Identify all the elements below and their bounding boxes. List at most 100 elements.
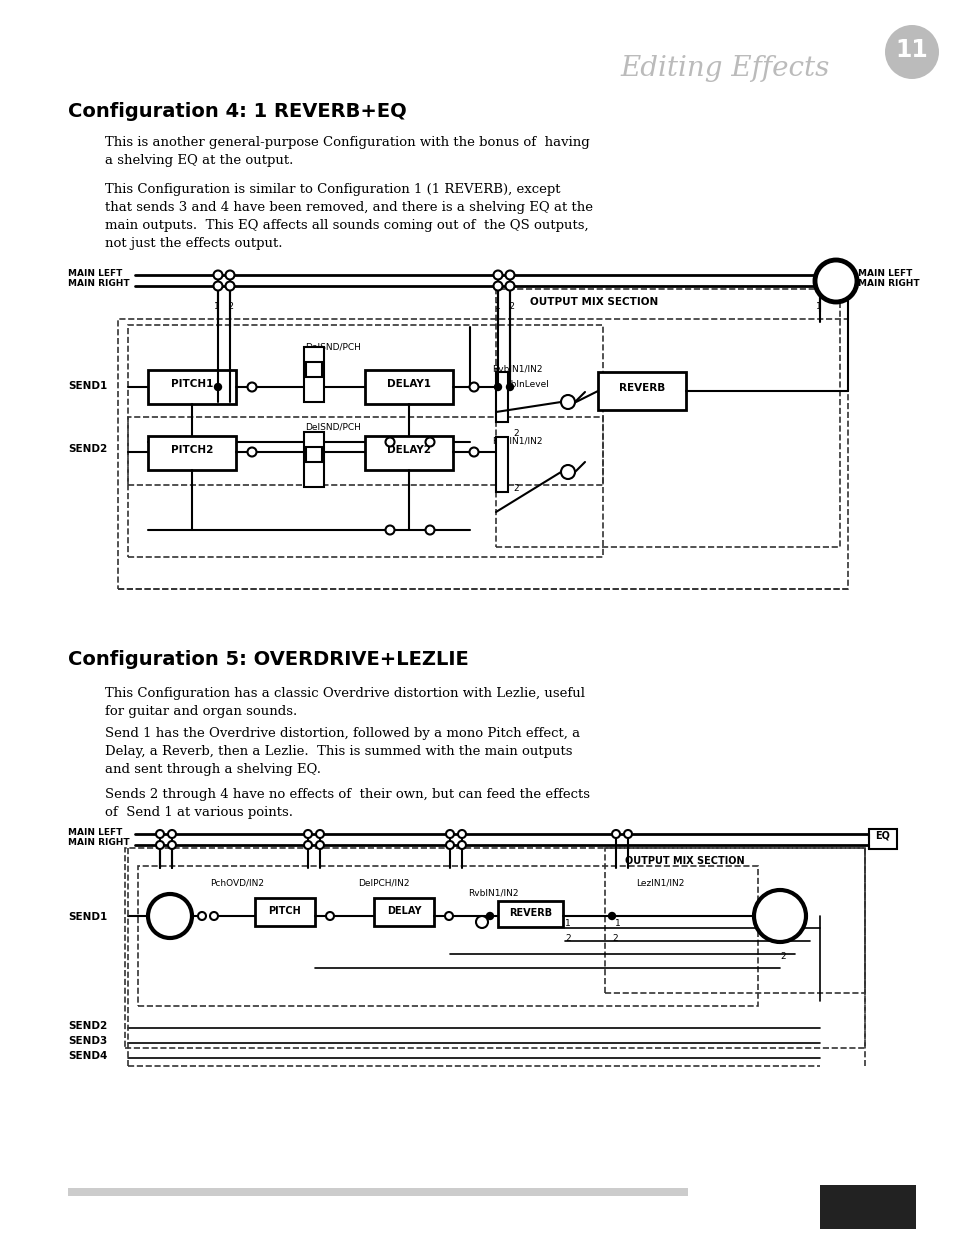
Circle shape — [425, 526, 434, 535]
Circle shape — [486, 913, 493, 920]
Circle shape — [198, 911, 206, 920]
Text: PITCH: PITCH — [269, 906, 301, 916]
Text: 75: 75 — [847, 1189, 886, 1216]
Circle shape — [506, 384, 513, 390]
Text: REVERB: REVERB — [508, 908, 552, 918]
Text: DelSND/PCH: DelSND/PCH — [305, 422, 360, 431]
Bar — [304, 347, 324, 403]
Text: SEND3: SEND3 — [68, 1036, 107, 1046]
Bar — [496, 437, 507, 492]
Circle shape — [560, 395, 575, 409]
Circle shape — [425, 437, 434, 447]
Text: 1   2: 1 2 — [213, 303, 233, 311]
Bar — [118, 319, 847, 589]
Circle shape — [304, 830, 312, 839]
Circle shape — [168, 830, 175, 839]
Circle shape — [148, 894, 192, 939]
Bar — [868, 829, 896, 848]
Text: Send 1 has the Overdrive distortion, followed by a mono Pitch effect, a
Delay, a: Send 1 has the Overdrive distortion, fol… — [105, 727, 579, 776]
Circle shape — [560, 466, 575, 479]
Text: MAIN LEFT: MAIN LEFT — [68, 827, 122, 837]
Text: SEND1: SEND1 — [68, 382, 107, 391]
Text: Sends 2 through 4 have no effects of  their own, but can feed the effects
of  Se: Sends 2 through 4 have no effects of the… — [105, 788, 589, 819]
Circle shape — [304, 841, 312, 848]
Text: EQ: EQ — [825, 275, 844, 288]
Text: SEND4: SEND4 — [68, 1051, 108, 1061]
Bar — [138, 866, 758, 1007]
Circle shape — [326, 911, 334, 920]
Text: REVERB: REVERB — [618, 383, 664, 393]
Circle shape — [612, 830, 619, 839]
Bar — [496, 372, 507, 422]
Text: 11: 11 — [895, 38, 927, 62]
Text: 1: 1 — [564, 919, 570, 927]
Text: DELAY1: DELAY1 — [387, 379, 431, 389]
Text: OUTPUT MIX SECTION: OUTPUT MIX SECTION — [624, 856, 744, 866]
Text: PITCH1: PITCH1 — [171, 379, 213, 389]
Circle shape — [168, 841, 175, 848]
Circle shape — [156, 830, 164, 839]
Circle shape — [213, 270, 222, 279]
Circle shape — [469, 383, 478, 391]
Circle shape — [446, 830, 454, 839]
Text: RvbIN1/IN2: RvbIN1/IN2 — [492, 366, 542, 374]
Bar — [128, 325, 602, 485]
Text: OUTPUT MIX SECTION: OUTPUT MIX SECTION — [530, 296, 658, 308]
Circle shape — [315, 841, 324, 848]
Text: DelPCH/IN2: DelPCH/IN2 — [357, 879, 409, 888]
Text: EQ: EQ — [875, 830, 889, 840]
Text: RvbIN1/IN2: RvbIN1/IN2 — [492, 437, 542, 446]
Circle shape — [814, 261, 856, 303]
Bar — [604, 848, 864, 993]
Text: SEND2: SEND2 — [68, 445, 107, 454]
Bar — [68, 1188, 687, 1195]
Bar — [125, 848, 864, 1049]
Bar — [304, 432, 324, 487]
Bar — [254, 898, 314, 926]
Bar — [374, 898, 434, 926]
Circle shape — [214, 384, 221, 390]
Text: 1: 1 — [615, 919, 620, 927]
Text: LEZLIE: LEZLIE — [759, 906, 800, 916]
Circle shape — [446, 841, 454, 848]
Circle shape — [608, 913, 615, 920]
Bar — [497, 902, 562, 927]
Text: PchOVD/IN2: PchOVD/IN2 — [210, 879, 264, 888]
Circle shape — [315, 830, 324, 839]
Text: RvbInLevel: RvbInLevel — [498, 380, 548, 389]
Text: DELAY2: DELAY2 — [387, 445, 431, 454]
Circle shape — [225, 282, 234, 290]
Circle shape — [469, 447, 478, 457]
Text: 2: 2 — [513, 484, 518, 493]
Circle shape — [493, 270, 502, 279]
Bar — [365, 436, 453, 471]
Bar — [820, 1186, 915, 1229]
Circle shape — [884, 25, 938, 79]
Text: This is another general-purpose Configuration with the bonus of  having
a shelvi: This is another general-purpose Configur… — [105, 136, 589, 167]
Text: MAIN RIGHT: MAIN RIGHT — [857, 279, 919, 288]
Text: Configuration 5: OVERDRIVE+LEZLIE: Configuration 5: OVERDRIVE+LEZLIE — [68, 650, 468, 669]
Text: MAIN RIGHT: MAIN RIGHT — [68, 839, 130, 847]
Bar — [365, 370, 453, 404]
Circle shape — [505, 282, 514, 290]
Text: DELAY: DELAY — [386, 906, 421, 916]
Text: DelSND/PCH: DelSND/PCH — [305, 342, 360, 351]
Text: 2: 2 — [612, 934, 617, 944]
Text: Editing Effects: Editing Effects — [619, 56, 828, 82]
Text: 2: 2 — [513, 429, 518, 438]
Circle shape — [476, 916, 488, 927]
Circle shape — [623, 830, 631, 839]
Circle shape — [156, 841, 164, 848]
Circle shape — [247, 383, 256, 391]
Bar — [306, 447, 322, 462]
Text: LezIN1/IN2: LezIN1/IN2 — [636, 879, 683, 888]
Circle shape — [494, 384, 501, 390]
Text: RvbIN1/IN2: RvbIN1/IN2 — [468, 889, 518, 898]
Text: 1   2: 1 2 — [495, 303, 515, 311]
Bar — [128, 417, 602, 557]
Text: 2: 2 — [564, 934, 570, 944]
Circle shape — [385, 526, 395, 535]
Bar — [148, 436, 235, 471]
Circle shape — [385, 437, 395, 447]
Text: SEND2: SEND2 — [68, 1021, 107, 1031]
